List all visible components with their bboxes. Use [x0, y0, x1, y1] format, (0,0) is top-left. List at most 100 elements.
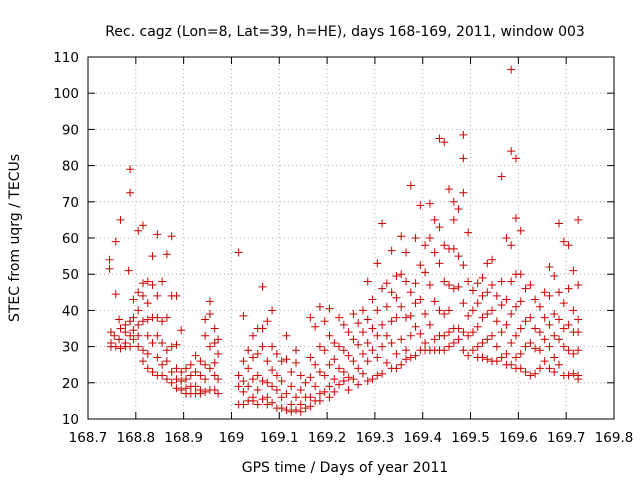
data-point: [516, 226, 525, 235]
data-point: [272, 371, 281, 380]
data-point: [464, 351, 473, 360]
data-point: [239, 311, 248, 320]
data-point: [445, 342, 454, 351]
data-point: [516, 297, 525, 306]
data-point: [435, 134, 444, 143]
data-point: [258, 395, 267, 404]
data-point: [143, 299, 152, 308]
data-point: [373, 259, 382, 268]
data-point: [464, 228, 473, 237]
data-point: [106, 328, 115, 337]
data-point: [239, 357, 248, 366]
data-point: [129, 313, 138, 322]
data-point: [253, 400, 262, 409]
data-point: [574, 281, 583, 290]
data-point: [138, 279, 147, 288]
data-point: [492, 342, 501, 351]
data-point: [134, 306, 143, 315]
data-point: [478, 353, 487, 362]
data-point: [445, 281, 454, 290]
data-point: [263, 378, 272, 387]
data-point: [214, 349, 223, 358]
data-point: [320, 346, 329, 355]
data-point: [363, 277, 372, 286]
data-point: [454, 205, 463, 214]
data-point: [201, 331, 210, 340]
data-point: [531, 324, 540, 333]
data-point: [468, 286, 477, 295]
data-point: [126, 317, 135, 326]
x-axis-title: GPS time / Days of year 2011: [242, 460, 449, 476]
data-point: [158, 277, 167, 286]
data-point: [148, 281, 157, 290]
data-point: [401, 313, 410, 322]
data-point: [234, 382, 243, 391]
data-point: [368, 375, 377, 384]
data-point: [201, 387, 210, 396]
data-point: [214, 375, 223, 384]
data-point: [177, 386, 186, 395]
data-point: [435, 223, 444, 232]
data-point: [421, 338, 430, 347]
data-point: [111, 237, 120, 246]
data-point: [358, 369, 367, 378]
data-point: [445, 328, 454, 337]
data-point: [378, 369, 387, 378]
data-point: [277, 357, 286, 366]
data-point: [502, 234, 511, 242]
data-point: [162, 313, 171, 322]
x-tick-label: 169.7: [547, 430, 586, 446]
data-point: [258, 282, 267, 291]
data-point: [315, 302, 324, 311]
data-point: [186, 371, 195, 380]
data-point: [430, 248, 439, 257]
data-point: [555, 315, 564, 324]
data-point: [210, 324, 219, 333]
data-point: [301, 404, 310, 413]
data-point: [440, 346, 449, 355]
data-point: [445, 306, 454, 315]
data-point: [148, 252, 157, 261]
data-point: [121, 320, 130, 329]
data-point: [287, 367, 296, 376]
data-point: [382, 302, 391, 311]
data-point: [368, 346, 377, 355]
data-point: [177, 326, 186, 335]
data-point: [564, 346, 573, 355]
data-point: [143, 315, 152, 324]
data-point: [378, 342, 387, 351]
data-point: [239, 387, 248, 396]
data-point: [545, 262, 554, 271]
data-point: [253, 371, 262, 380]
data-point: [540, 357, 549, 366]
data-point: [287, 382, 296, 391]
data-point: [263, 317, 272, 326]
data-point: [511, 214, 520, 223]
data-point: [387, 317, 396, 326]
data-point: [406, 181, 415, 190]
data-point: [440, 138, 449, 147]
data-point: [483, 288, 492, 297]
data-point: [550, 353, 559, 362]
data-point: [153, 353, 162, 362]
data-point: [373, 371, 382, 380]
data-point: [272, 386, 281, 395]
data-point: [468, 306, 477, 315]
data-point: [306, 353, 315, 362]
data-point: [268, 366, 277, 375]
data-point: [191, 382, 200, 391]
data-point: [210, 358, 219, 367]
data-point: [182, 364, 191, 373]
data-point: [153, 291, 162, 300]
data-point: [449, 215, 458, 224]
data-point: [545, 291, 554, 300]
data-point: [320, 317, 329, 326]
data-point: [201, 360, 210, 369]
data-point: [239, 376, 248, 385]
data-point: [268, 398, 277, 407]
data-point: [521, 342, 530, 351]
data-point: [535, 364, 544, 373]
data-point: [263, 393, 272, 402]
data-point: [330, 355, 339, 364]
data-point: [344, 386, 353, 395]
